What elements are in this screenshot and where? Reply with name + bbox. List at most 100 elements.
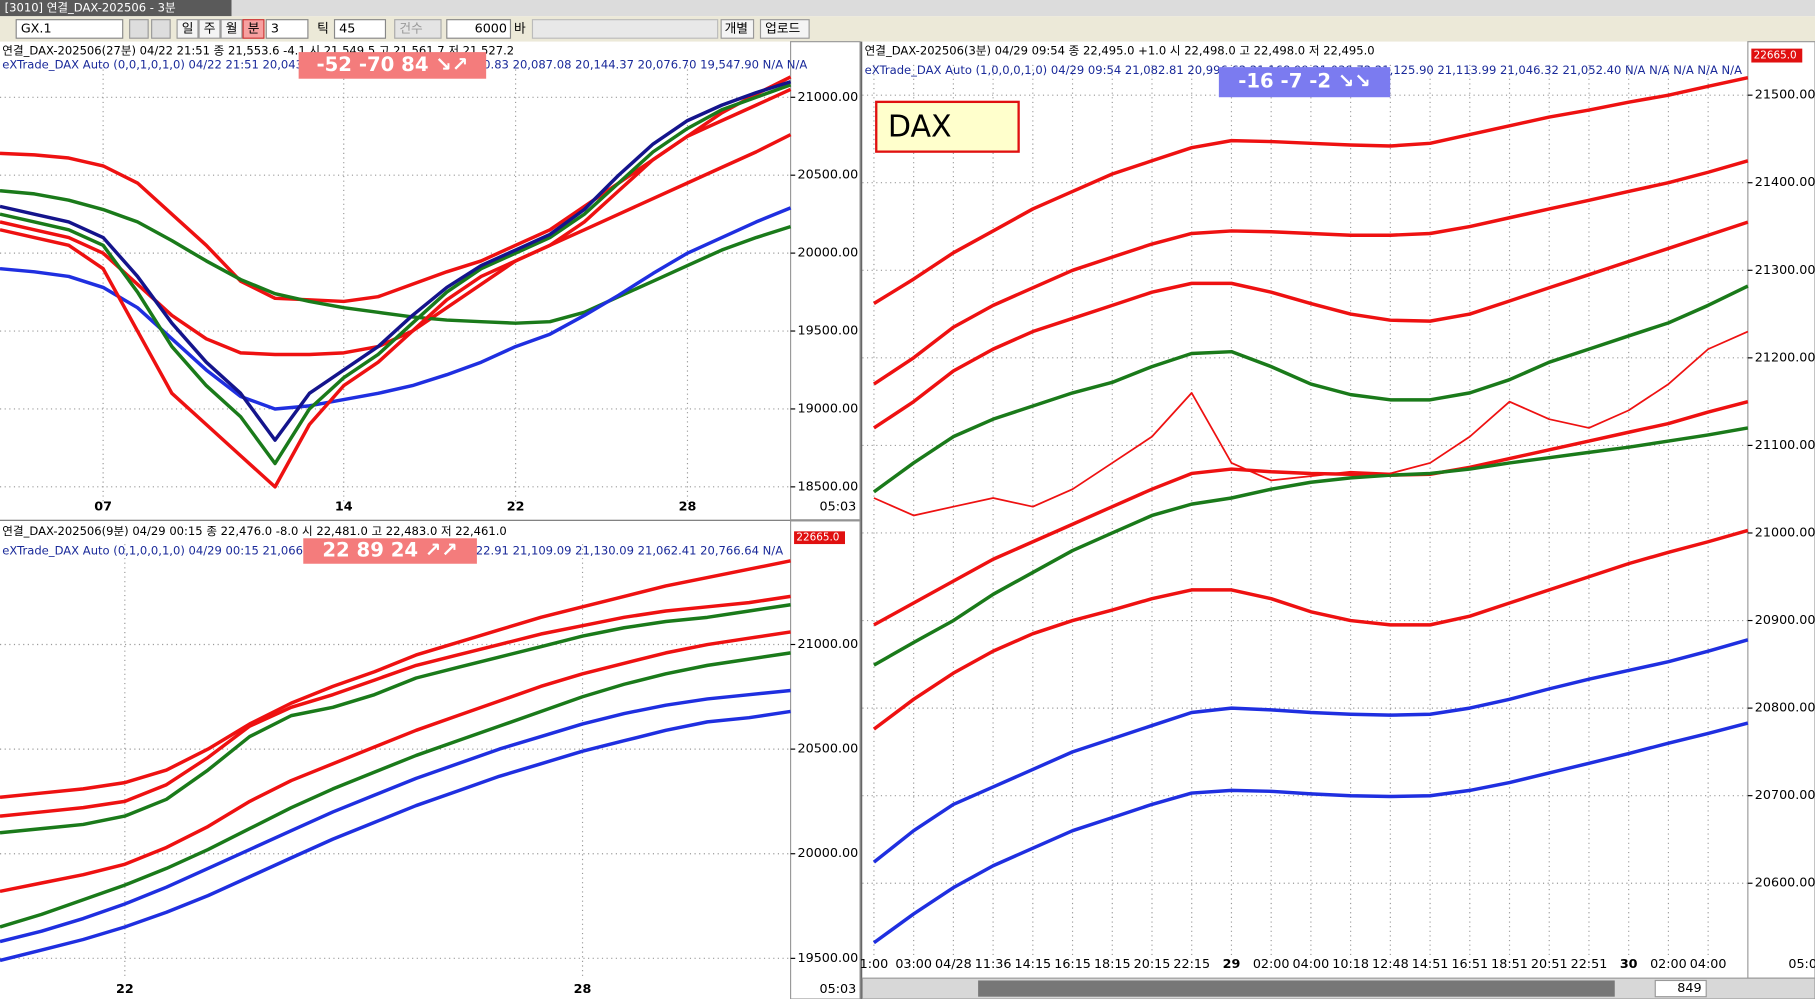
x-tick-label: 1:00 — [860, 957, 889, 972]
zoom-button[interactable] — [151, 19, 171, 39]
x-tick-label: 22:15 — [1173, 957, 1210, 972]
tick-combo[interactable] — [333, 19, 387, 39]
week-button[interactable] — [198, 19, 221, 39]
title-bar — [0, 0, 1815, 17]
signal-badge-text: -52 -70 84 ↘↗ — [316, 53, 468, 76]
signal-badge-text: 22 89 24 ↗↗ — [322, 539, 458, 562]
month-button[interactable] — [220, 19, 243, 39]
individual-button[interactable] — [720, 19, 755, 39]
indicator-line — [872, 220, 1749, 430]
x-tick-label: 29 — [1223, 957, 1241, 972]
price-axis — [1747, 41, 1815, 979]
x-tick-label: 03:00 — [895, 957, 932, 972]
y-tick-label: 21000.00 — [1755, 525, 1815, 540]
x-tick-label: 11:36 — [975, 957, 1012, 972]
price-header: 연결_DAX-202506(9분) 04/29 00:15 종 22,476.0… — [2, 524, 506, 538]
chart-panel: 20600.00 20700.00 20800.00 20900.00 21000.00… — [860, 41, 1815, 999]
y-tick-label: 19500.00 — [798, 951, 859, 966]
minute-button[interactable] — [242, 19, 265, 39]
x-tick-label: 22 — [507, 500, 525, 515]
y-tick-label: 21100.00 — [1755, 438, 1815, 453]
x-tick-label: 20:51 — [1531, 957, 1568, 972]
y-tick-label: 19000.00 — [798, 401, 859, 416]
x-tick-label: 02:00 — [1253, 957, 1290, 972]
plot-area — [0, 41, 791, 520]
x-tick-label: 14:51 — [1412, 957, 1449, 972]
axis-tag-text: 22665.0 — [1754, 50, 1797, 62]
plot-area — [862, 41, 1748, 979]
x-tick-label: 22:51 — [1571, 957, 1608, 972]
search-button[interactable] — [129, 19, 149, 39]
bars-input[interactable] — [446, 19, 512, 39]
symbol-label: DAX — [888, 109, 952, 144]
price-axis — [790, 520, 861, 999]
upload-button[interactable] — [759, 19, 810, 39]
y-tick-label: 21000.00 — [798, 637, 859, 652]
tick: 틱 — [317, 21, 329, 36]
tool-icons[interactable] — [531, 19, 719, 39]
upload: 업로드 — [765, 21, 800, 36]
x-tick-label: 16:51 — [1451, 957, 1488, 972]
plot-area — [0, 520, 791, 999]
x-tick-label: 22 — [116, 982, 134, 997]
symbol-combo[interactable] — [15, 19, 124, 39]
price-header: 연결_DAX-202506(3분) 04/29 09:54 종 22,495.0… — [865, 43, 1375, 57]
indicator-line — [0, 80, 792, 442]
indicator-line — [872, 159, 1749, 386]
day: 일 — [182, 21, 194, 36]
y-tick-label: 21000.00 — [798, 90, 859, 105]
x-tick-label: 30 — [1620, 957, 1638, 972]
time-label: 05:03 — [820, 982, 857, 997]
indicator-line — [0, 559, 791, 799]
y-tick-label: 20500.00 — [798, 742, 859, 757]
axis-tag — [794, 531, 845, 545]
axis-tag-text: 22665.0 — [796, 532, 839, 544]
x-tick-label: 12:48 — [1372, 957, 1409, 972]
window-tab[interactable] — [0, 0, 232, 17]
period: 3 — [271, 21, 279, 36]
x-tick-label: 07 — [94, 500, 112, 515]
x-tick-label: 18:51 — [1491, 957, 1528, 972]
time-label: 05:00 — [1788, 957, 1815, 972]
y-tick-label: 20000.00 — [798, 246, 859, 261]
count-combo[interactable] — [394, 19, 442, 39]
day-button[interactable] — [176, 19, 199, 39]
indicator-line — [872, 528, 1749, 731]
tick-count: 45 — [339, 21, 355, 36]
x-tick-label: 28 — [574, 982, 592, 997]
indicator-line — [0, 709, 791, 963]
window-title: [3010] 연결_DAX-202506 - 3분 — [5, 1, 176, 15]
y-tick-label: 18500.00 — [798, 479, 859, 494]
signal-badge — [298, 52, 487, 79]
bar-unit: 바 — [514, 21, 526, 36]
indicator-line — [873, 330, 1749, 517]
time-label: 05:03 — [820, 500, 857, 515]
x-tick-label: 04:00 — [1293, 957, 1330, 972]
y-tick-label: 20700.00 — [1755, 788, 1815, 803]
symbol: GX.1 — [21, 21, 52, 36]
count: 건수 — [399, 21, 423, 36]
symbol-box — [875, 100, 1020, 153]
price-axis — [790, 41, 861, 521]
x-tick-label: 20:15 — [1134, 957, 1171, 972]
x-tick-label: 04/28 — [935, 957, 972, 972]
y-tick-label: 20900.00 — [1755, 613, 1815, 628]
x-tick-label: 18:15 — [1094, 957, 1131, 972]
x-tick-label: 04:00 — [1690, 957, 1727, 972]
week: 주 — [204, 21, 216, 36]
y-tick-label: 21500.00 — [1755, 88, 1815, 103]
indicator-line — [0, 594, 791, 818]
indicator-line — [0, 651, 791, 929]
x-tick-label: 02:00 — [1650, 957, 1687, 972]
toolbar: GX.1 일 주 월 분 3 틱 45 건수 6000 바 개별 업로드 — [0, 16, 1815, 42]
scroll-thumb[interactable] — [978, 980, 1615, 997]
y-tick-label: 21400.00 — [1755, 175, 1815, 190]
indicator-line — [872, 284, 1749, 494]
y-tick-label: 20000.00 — [798, 846, 859, 861]
period-combo[interactable] — [265, 19, 309, 39]
indicator-line — [873, 426, 1749, 667]
y-tick-label: 20800.00 — [1755, 701, 1815, 716]
bars: 6000 — [475, 21, 507, 36]
indicator-line — [0, 688, 791, 944]
